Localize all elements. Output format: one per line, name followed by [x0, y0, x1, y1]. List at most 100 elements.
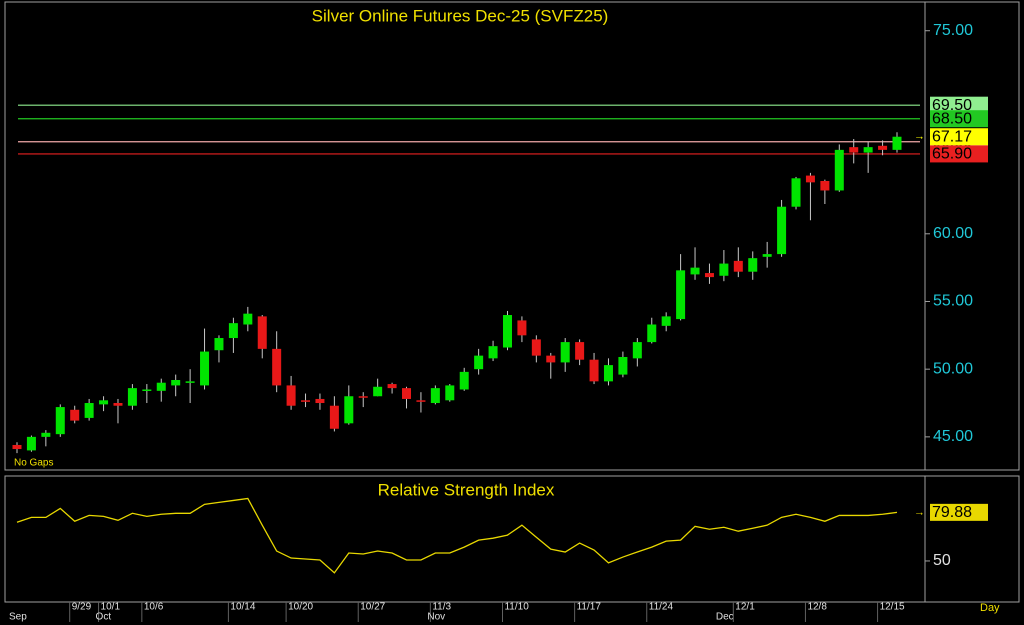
candle-body — [286, 385, 296, 406]
candle-body — [315, 398, 325, 404]
y-tick-label: 75.00 — [933, 22, 973, 39]
x-month-label: Oct — [96, 612, 112, 623]
candle-body — [690, 267, 700, 275]
level-label-box — [930, 110, 988, 128]
candle-body — [849, 147, 859, 153]
candle-body — [12, 444, 22, 450]
x-tick-label: 10/20 — [288, 602, 313, 613]
candle-body — [113, 403, 123, 406]
candle-body — [834, 149, 844, 191]
y-tick-label: 55.00 — [933, 293, 973, 310]
x-tick-label: 11/24 — [649, 602, 674, 613]
last-value-label: 79.88 — [932, 504, 972, 521]
level-label: 65.90 — [932, 146, 972, 163]
candle-body — [445, 385, 455, 401]
candle-body — [618, 356, 628, 375]
level-label-box — [930, 145, 988, 163]
candle-body — [272, 348, 282, 386]
x-tick-label: 11/10 — [504, 602, 529, 613]
x-tick-label: 11/17 — [577, 602, 602, 613]
last-arrow: → — [914, 131, 925, 143]
x-tick-label: 10/14 — [230, 602, 255, 613]
level-label-box — [930, 96, 988, 114]
candle-body — [41, 432, 51, 437]
candle-body — [185, 381, 195, 383]
candle-body — [257, 316, 267, 349]
candle-body — [416, 400, 426, 402]
candle-body — [661, 316, 671, 326]
x-tick-label: 12/1 — [735, 602, 755, 613]
x-unit-label: Day — [980, 602, 1000, 614]
candle-body — [892, 136, 902, 150]
candle-body — [762, 254, 772, 257]
candle-body — [560, 342, 570, 363]
x-month-label: Nov — [427, 612, 445, 623]
price-panel — [4, 1, 1020, 471]
candle-body — [156, 382, 166, 391]
x-tick-label: 9/29 — [72, 602, 92, 613]
x-tick-label: 10/1 — [101, 602, 121, 613]
candle-body — [329, 405, 339, 429]
x-tick-label: 10/6 — [144, 602, 164, 613]
candle-body — [402, 388, 412, 399]
candle-body — [214, 338, 224, 351]
y-tick-label: 50.00 — [933, 360, 973, 377]
candle-body — [704, 273, 714, 278]
candle-body — [603, 365, 613, 382]
candle-body — [243, 313, 253, 325]
x-tick-label: 12/15 — [880, 602, 905, 613]
candle-body — [863, 147, 873, 153]
last-value-box — [930, 503, 988, 521]
candle-body — [474, 355, 484, 370]
candle-body — [748, 258, 758, 272]
chart-title: Silver Online Futures Dec-25 (SVFZ25) — [312, 6, 609, 25]
last-price-box — [930, 128, 988, 146]
candle-body — [531, 339, 541, 356]
annotation: No Gaps — [14, 458, 53, 469]
candle-body — [575, 342, 585, 360]
candle-body — [200, 351, 210, 386]
candle-body — [26, 436, 36, 451]
level-label: 68.50 — [932, 110, 972, 127]
candle-body — [459, 371, 469, 390]
y-tick-label: 45.00 — [933, 428, 973, 445]
x-tick-label: 11/3 — [432, 602, 451, 613]
candle-body — [301, 400, 311, 402]
candle-body — [228, 323, 238, 339]
last-price-label: 67.17 — [932, 128, 972, 145]
x-tick-label: 10/27 — [360, 602, 385, 613]
candle-body — [84, 403, 94, 418]
x-month-label: Sep — [9, 612, 27, 623]
candle-body — [546, 355, 556, 363]
candle-body — [99, 400, 109, 405]
candle-body — [733, 260, 743, 272]
last-arrow: → — [914, 506, 925, 518]
candle-body — [142, 389, 152, 391]
candle-body — [488, 346, 498, 359]
candle-body — [517, 320, 527, 336]
candle-body — [502, 315, 512, 348]
candle-body — [358, 396, 368, 398]
level-label: 69.50 — [932, 97, 972, 114]
candle-body — [676, 270, 686, 320]
candle-body — [777, 206, 787, 255]
candle-body — [127, 388, 137, 406]
rsi-line — [16, 497, 898, 574]
candle-body — [878, 145, 888, 150]
candle-body — [430, 388, 440, 404]
candle-body — [719, 263, 729, 276]
candle-body — [387, 384, 397, 389]
x-month-label: Dec — [716, 612, 734, 623]
candle-body — [344, 396, 354, 424]
candle-body — [805, 175, 815, 183]
candle-body — [70, 409, 80, 421]
candle-body — [55, 407, 65, 435]
candle-body — [632, 342, 642, 359]
candle-body — [589, 359, 599, 382]
candle-body — [647, 324, 657, 343]
candle-body — [171, 380, 181, 386]
x-tick-label: 12/8 — [807, 602, 827, 613]
y-tick-label: 60.00 — [933, 225, 973, 242]
candle-body — [820, 180, 830, 191]
